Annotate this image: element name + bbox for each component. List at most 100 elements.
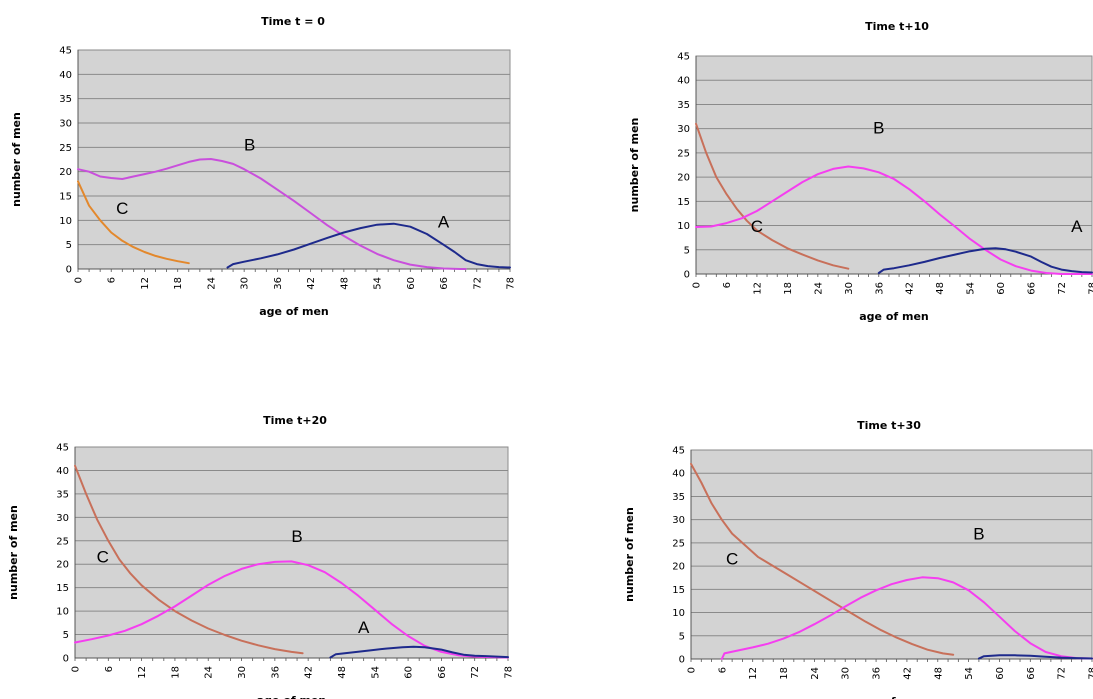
annotation-c-t0: C (116, 199, 128, 218)
x-tick-label-t30: 42 (902, 667, 913, 680)
x-tick-label-t0: 12 (140, 277, 151, 290)
y-tick-label-t30: 20 (672, 562, 685, 573)
x-tick-label-t20: 18 (170, 666, 181, 679)
chart-title-t0: Time t = 0 (261, 15, 325, 28)
y-tick-label-t20: 20 (56, 560, 69, 571)
y-tick-label-t20: 45 (56, 443, 69, 454)
x-tick-label-t20: 12 (137, 666, 148, 679)
x-tick-label-t0: 78 (506, 277, 517, 290)
annotation-a-t20: A (358, 618, 370, 637)
x-tick-label-t10: 72 (1057, 282, 1068, 295)
series-line-b-t20 (74, 560, 509, 659)
x-tick-label-t20: 0 (71, 666, 82, 672)
series-line-c-t20 (74, 464, 304, 655)
x-tick-label-t0: 72 (472, 277, 483, 290)
y-axis-label-t0: number of men (10, 112, 23, 207)
x-tick-label-t30: 72 (1057, 667, 1068, 680)
plot-area-t10 (695, 55, 1093, 275)
plot-area-t0 (77, 49, 511, 270)
x-tick-label-t20: 24 (204, 666, 215, 679)
annotation-a-t0: A (438, 213, 450, 232)
x-tick-label-t0: 48 (339, 277, 350, 290)
y-tick-label-t10: 35 (677, 100, 690, 111)
x-tick-label-t30: 60 (995, 667, 1006, 680)
annotation-c-t10: C (751, 217, 763, 236)
x-tick-label-t30: 30 (841, 667, 852, 680)
y-tick-label-t10: 40 (677, 76, 690, 87)
x-axis-label-t20: age of men (257, 694, 327, 699)
x-tick-label-t10: 66 (1027, 282, 1038, 295)
x-tick-label-t10: 0 (692, 282, 703, 288)
y-tick-label-t30: 0 (679, 655, 685, 666)
y-tick-label-t20: 30 (56, 513, 69, 524)
x-tick-label-t20: 30 (237, 666, 248, 679)
y-tick-label-t20: 35 (56, 489, 69, 500)
x-tick-label-t30: 66 (1026, 667, 1037, 680)
x-tick-label-t20: 78 (504, 666, 515, 679)
chart-t30: 0 5 10 15 20 25 30 35 40 45 0 6 12 18 24 30 36 42 48 54 60 66… (623, 419, 1093, 699)
x-tick-label-t20: 66 (437, 666, 448, 679)
chart-t20: 0 5 10 15 20 25 30 35 40 45 0 6 12 18 24 30 36 42 48 54 60 66… (7, 414, 515, 699)
y-axis-label-t20: number of men (7, 505, 20, 600)
y-tick-label-t20: 25 (56, 536, 69, 547)
y-tick-label-t10: 20 (677, 173, 690, 184)
y-tick-label-t0: 10 (59, 216, 72, 227)
y-tick-label-t30: 45 (672, 446, 685, 457)
series-line-b-t30 (720, 576, 1093, 660)
x-axis-label-t10: age of men (859, 310, 929, 323)
x-tick-label-t10: 18 (783, 282, 794, 295)
y-tick-label-t0: 15 (59, 192, 72, 203)
x-tick-label-t30: 12 (748, 667, 759, 680)
x-tick-label-t0: 18 (173, 277, 184, 290)
y-tick-label-t30: 5 (679, 631, 685, 642)
x-tick-label-t10: 54 (966, 282, 977, 295)
y-tick-label-t0: 35 (59, 94, 72, 105)
x-tick-label-t20: 60 (404, 666, 415, 679)
annotation-c-t20: C (97, 547, 109, 566)
x-tick-label-t0: 42 (306, 277, 317, 290)
x-tick-label-t10: 36 (874, 282, 885, 295)
x-tick-label-t0: 60 (406, 277, 417, 290)
annotation-b-t30: B (973, 525, 984, 544)
annotation-b-t20: B (291, 527, 302, 546)
y-tick-label-t10: 45 (677, 52, 690, 63)
y-tick-label-t30: 25 (672, 538, 685, 549)
x-tick-label-t30: 36 (872, 667, 883, 680)
x-tick-label-t10: 6 (722, 282, 733, 288)
x-tick-label-t0: 6 (107, 277, 118, 283)
chart-t0: 0 5 10 15 20 25 30 35 40 45 0 6 12 18 24 30 36 42 48 54 60 66… (10, 15, 517, 318)
x-tick-label-t30: 54 (964, 667, 975, 680)
chart-t10: 0 5 10 15 20 25 30 35 40 45 0 6 12 18 24 30 36 42 48 54 60 66… (628, 20, 1093, 323)
x-tick-label-t30: 48 (933, 667, 944, 680)
x-tick-label-t10: 48 (935, 282, 946, 295)
x-axis-label-t0: age of men (259, 305, 329, 318)
y-tick-label-t0: 40 (59, 70, 72, 81)
x-tick-label-t20: 72 (470, 666, 481, 679)
chart-title-t20: Time t+20 (263, 414, 327, 427)
plot-area-t30 (690, 449, 1093, 660)
y-tick-label-t20: 5 (63, 630, 69, 641)
y-tick-label-t0: 25 (59, 143, 72, 154)
annotation-b-t10: B (873, 119, 884, 138)
chart-title-t10: Time t+10 (865, 20, 929, 33)
x-tick-label-t20: 48 (337, 666, 348, 679)
x-tick-label-t0: 54 (373, 277, 384, 290)
x-tick-label-t0: 24 (206, 277, 217, 290)
series-line-a-t10 (877, 247, 1093, 274)
x-tick-label-t0: 36 (273, 277, 284, 290)
x-tick-label-t30: 6 (717, 667, 728, 673)
annotation-b-t0: B (244, 136, 255, 155)
y-tick-label-t0: 45 (59, 46, 72, 57)
x-tick-label-t0: 66 (439, 277, 450, 290)
y-tick-label-t0: 20 (59, 167, 72, 178)
y-tick-label-t10: 0 (684, 270, 690, 281)
series-line-a-t20 (329, 645, 509, 659)
series-line-c-t10 (695, 122, 850, 270)
x-tick-label-t20: 42 (304, 666, 315, 679)
y-tick-label-t20: 40 (56, 466, 69, 477)
x-tick-label-t20: 6 (104, 666, 115, 672)
plot-area-t20 (74, 446, 509, 659)
x-tick-label-t0: 0 (74, 277, 85, 283)
x-tick-label-t10: 42 (905, 282, 916, 295)
x-tick-label-t10: 24 (813, 282, 824, 295)
